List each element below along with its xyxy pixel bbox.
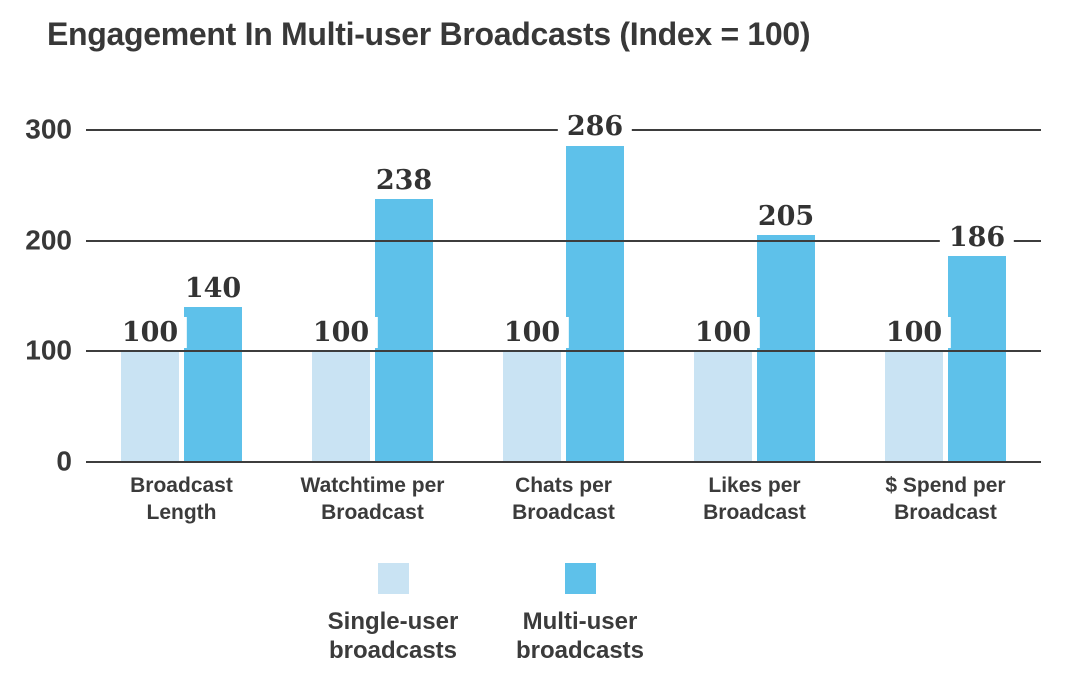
bar-wrap-series0-cat1: 100 <box>303 317 379 462</box>
bar-multi-user <box>757 235 815 462</box>
legend-label-multi-user: Multi-user broadcasts <box>515 608 645 664</box>
bars-row: 100 140 100 238 100 286 100 205 100 186 <box>86 111 1041 462</box>
y-axis-tick-label: 200 <box>25 224 72 256</box>
bar-wrap-series1-cat3: 205 <box>748 201 824 462</box>
bar-multi-user <box>184 307 242 462</box>
bar-wrap-series1-cat0: 140 <box>175 273 251 462</box>
gridline-200 <box>86 239 1041 242</box>
bar-value-label: 238 <box>366 164 442 196</box>
bar-value-label: 100 <box>494 317 570 349</box>
bar-value-label: 100 <box>303 317 379 349</box>
chart-title: Engagement In Multi-user Broadcasts (Ind… <box>47 16 811 52</box>
bar-group-4: 100 205 <box>659 130 850 462</box>
bar-single-user <box>694 351 752 462</box>
x-axis-label-text: Chats per Broadcast <box>512 474 615 524</box>
bar-value-label: 100 <box>876 317 952 349</box>
bar-multi-user <box>948 256 1006 462</box>
bar-value-label: 286 <box>557 111 633 143</box>
bar-multi-user <box>375 198 433 462</box>
bar-wrap-series0-cat2: 100 <box>494 317 570 462</box>
bar-single-user <box>885 351 943 462</box>
bar-single-user <box>312 351 370 462</box>
bar-wrap-series1-cat4: 186 <box>939 222 1015 462</box>
y-axis-tick-label: 100 <box>25 334 72 366</box>
bar-value-label: 186 <box>939 222 1015 254</box>
legend-item-single-user: Single-user broadcasts <box>308 563 478 665</box>
bar-value-label: 100 <box>685 317 761 349</box>
x-axis-label: Broadcast Length <box>86 472 277 526</box>
legend-swatch-single-user <box>377 563 409 594</box>
bar-group-3: 100 286 <box>468 111 659 462</box>
bar-group-5: 100 186 <box>850 130 1041 462</box>
bar-group-2: 100 238 <box>277 130 468 462</box>
bar-group-1: 100 140 <box>86 130 277 462</box>
bar-value-label: 205 <box>748 201 824 233</box>
x-axis-labels: Broadcast Length Watchtime per Broadcast C… <box>86 472 1041 526</box>
bar-multi-user <box>566 145 624 462</box>
x-axis-label: Watchtime per Broadcast <box>277 472 468 526</box>
x-axis-label-text: Likes per Broadcast <box>703 474 806 524</box>
legend-swatch-multi-user <box>564 563 596 594</box>
bar-single-user <box>121 351 179 462</box>
y-axis-tick-label: 0 <box>56 445 72 477</box>
legend-item-multi-user: Multi-user broadcasts <box>495 563 665 665</box>
x-axis-label: Chats per Broadcast <box>468 472 659 526</box>
y-axis: 0 100 200 300 <box>0 0 72 683</box>
legend-label-single-user: Single-user broadcasts <box>327 608 459 664</box>
bar-single-user <box>503 351 561 462</box>
bar-wrap-series1-cat1: 238 <box>366 164 442 462</box>
plot-area: 100 140 100 238 100 286 100 205 100 186 <box>86 111 1041 463</box>
bar-wrap-series1-cat2: 286 <box>557 111 633 462</box>
x-axis-label-text: Watchtime per Broadcast <box>300 474 445 524</box>
x-axis-label: $ Spend per Broadcast <box>850 472 1041 526</box>
gridline-0 <box>86 461 1041 463</box>
bar-wrap-series0-cat0: 100 <box>112 317 188 462</box>
gridline-100 <box>86 350 1041 353</box>
bar-value-label: 100 <box>112 317 188 349</box>
bar-wrap-series0-cat3: 100 <box>685 317 761 462</box>
x-axis-label-text: $ Spend per Broadcast <box>885 474 1006 524</box>
bar-value-label: 140 <box>175 273 251 305</box>
y-axis-tick-label: 300 <box>25 113 72 145</box>
bar-wrap-series0-cat4: 100 <box>876 317 952 462</box>
x-axis-label-text: Broadcast Length <box>130 474 233 524</box>
x-axis-label: Likes per Broadcast <box>659 472 850 526</box>
